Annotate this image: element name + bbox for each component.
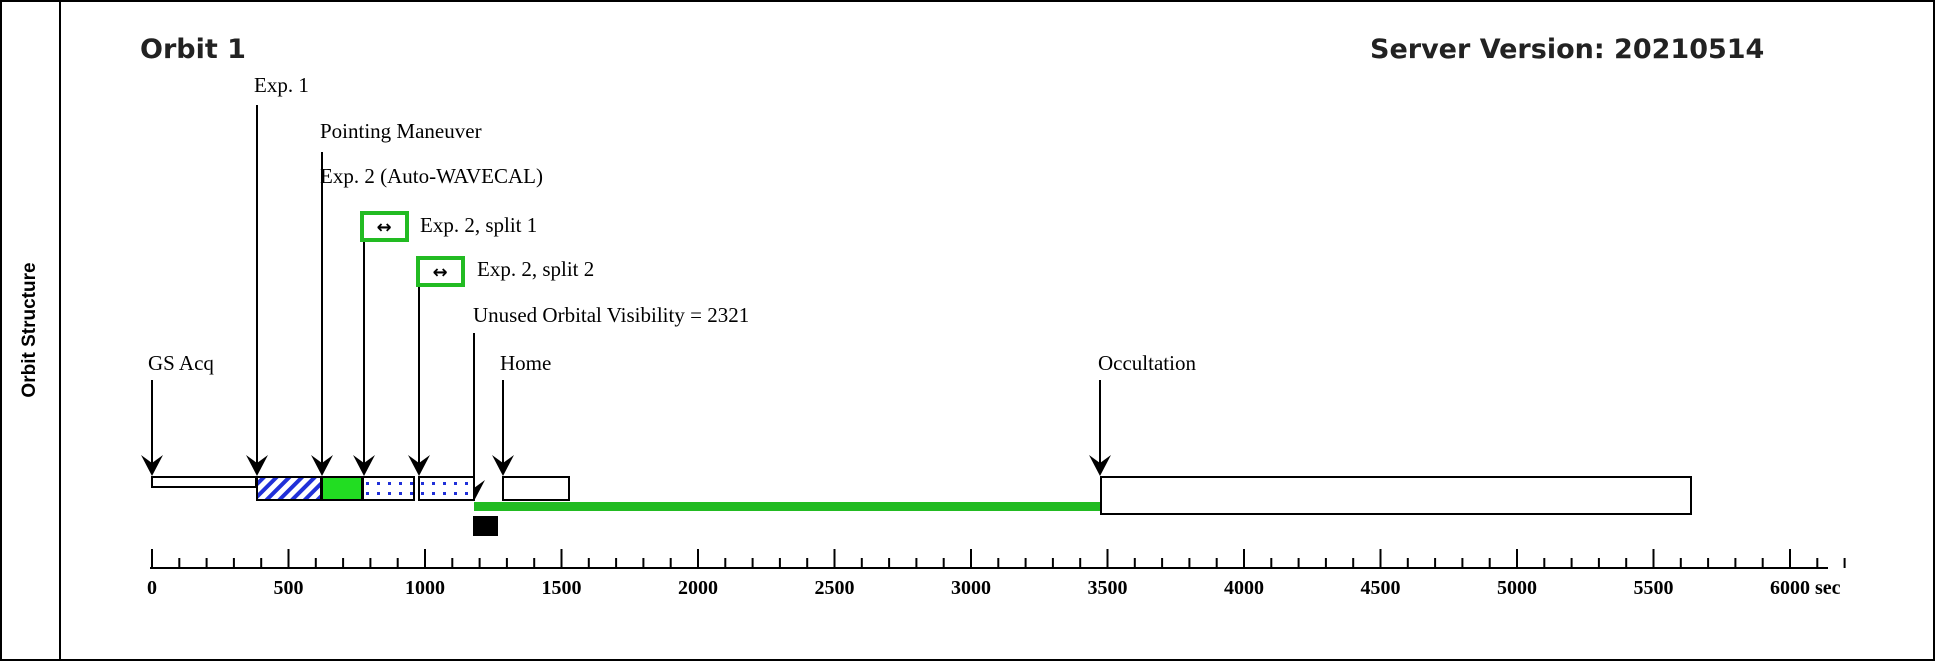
side-header: Orbit Structure bbox=[2, 2, 61, 659]
split2-duration-box bbox=[416, 256, 465, 287]
marker-block bbox=[473, 516, 498, 536]
axis-ticks bbox=[151, 549, 1846, 568]
label-unused-visibility: Unused Orbital Visibility = 2321 bbox=[473, 303, 749, 327]
segment-split1 bbox=[362, 476, 415, 501]
tick-label: 2500 bbox=[815, 577, 855, 599]
tick-label: 5500 bbox=[1634, 577, 1674, 599]
arrow-down-icon bbox=[311, 455, 333, 476]
double-arrow-icon: ↔ bbox=[432, 262, 447, 283]
arrow-down-icon bbox=[1089, 455, 1111, 476]
tick-label: 2000 bbox=[678, 577, 718, 599]
arrow-down-icon bbox=[492, 455, 514, 476]
arrow-down-icon bbox=[408, 455, 430, 476]
segment-exp1 bbox=[256, 476, 322, 501]
arrow-down-icon bbox=[246, 455, 268, 476]
label-exp2: Exp. 2 (Auto-WAVECAL) bbox=[320, 164, 543, 188]
tick-label: 6000 bbox=[1770, 577, 1810, 599]
arrow-down-icon bbox=[141, 455, 163, 476]
tick-label: 1500 bbox=[542, 577, 582, 599]
tick-label: 3000 bbox=[951, 577, 991, 599]
segment-home bbox=[502, 476, 570, 501]
tick-label: 500 bbox=[274, 577, 304, 599]
orbit-title: Orbit 1 bbox=[140, 34, 246, 65]
segment-split2 bbox=[418, 476, 475, 501]
split1-duration-box bbox=[360, 211, 409, 242]
label-home: Home bbox=[500, 351, 551, 375]
axis-tick-labels: 0 500 1000 1500 2000 2500 3000 3500 4000 4500 5000… bbox=[147, 577, 1810, 599]
label-split2: Exp. 2, split 2 bbox=[477, 257, 594, 281]
server-version: Server Version: 20210514 bbox=[1370, 34, 1765, 65]
label-pointing-maneuver: Pointing Maneuver bbox=[320, 119, 482, 143]
tick-label: 4500 bbox=[1361, 577, 1401, 599]
segment-gs-acq bbox=[151, 476, 257, 488]
unused-visibility-bar bbox=[474, 502, 1100, 511]
axis-unit-label: sec bbox=[1815, 577, 1841, 599]
label-occultation: Occultation bbox=[1098, 351, 1196, 375]
tick-label: 3500 bbox=[1088, 577, 1128, 599]
segment-occultation bbox=[1100, 476, 1692, 515]
tick-label: 1000 bbox=[405, 577, 445, 599]
label-gs-acq: GS Acq bbox=[148, 351, 214, 375]
tick-label: 0 bbox=[147, 577, 157, 599]
double-arrow-icon: ↔ bbox=[376, 217, 391, 238]
label-split1: Exp. 2, split 1 bbox=[420, 213, 537, 237]
arrow-down-icon bbox=[353, 455, 375, 476]
segment-pointing-maneuver bbox=[321, 476, 363, 501]
tick-label: 4000 bbox=[1224, 577, 1264, 599]
label-exp1: Exp. 1 bbox=[254, 73, 309, 97]
tick-label: 5000 bbox=[1497, 577, 1537, 599]
